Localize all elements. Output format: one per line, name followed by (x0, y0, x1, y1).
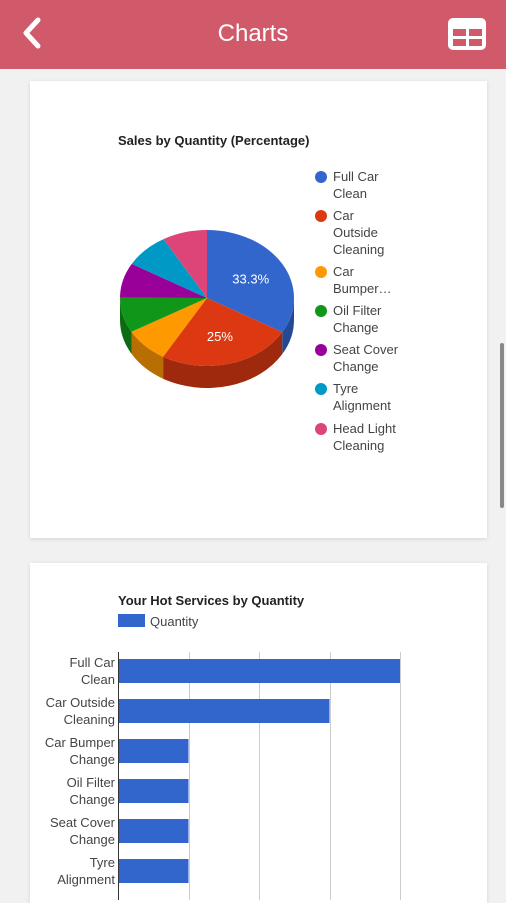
pie-slice[interactable] (120, 263, 207, 298)
pie-slice[interactable] (131, 239, 207, 298)
bar[interactable] (119, 859, 189, 883)
legend-label-line: Oil Filter (333, 303, 382, 318)
pie-slice[interactable] (120, 297, 207, 332)
scrollbar[interactable] (500, 343, 504, 508)
bar[interactable] (119, 739, 189, 763)
pie-slice-side (120, 298, 132, 354)
category-label: Car Outside (46, 695, 115, 710)
legend-dot-icon (315, 266, 327, 278)
pie-slice[interactable] (163, 298, 283, 366)
legend-label-line: Alignment (333, 398, 391, 413)
pie-slice-side (282, 298, 294, 355)
legend-label-line: Outside (333, 225, 378, 240)
app-bar: Charts (0, 0, 506, 69)
pie-slice[interactable] (207, 230, 294, 333)
pie-data-label: 25% (207, 329, 233, 344)
legend-dot-icon (315, 344, 327, 356)
legend-label: Car Outside Cleaning (333, 207, 413, 258)
legend-label-line: Full Car (333, 169, 379, 184)
bar-chart-title: Your Hot Services by Quantity (118, 593, 305, 608)
legend-dot-icon (315, 210, 327, 222)
legend-label-line: Cleaning (333, 242, 385, 257)
bar[interactable] (119, 819, 189, 843)
category-label: Change (69, 792, 115, 807)
chevron-left-icon (23, 17, 41, 49)
legend-label-line: Clean (333, 186, 367, 201)
bar[interactable] (119, 659, 400, 683)
legend-label: Oil Filter Change (333, 302, 413, 336)
pie-slice[interactable] (163, 230, 207, 298)
bar-legend-label: Quantity (150, 614, 199, 629)
page-title: Charts (217, 20, 289, 47)
legend-label-line: Tyre (333, 381, 359, 396)
legend-label: Tyre Alignment (333, 380, 413, 414)
legend-label-line: Change (333, 359, 379, 374)
bar[interactable] (119, 699, 330, 723)
category-label: Change (69, 752, 115, 767)
pie-data-label: 33.3% (232, 271, 269, 286)
legend-label-line: Cleaning (333, 438, 385, 453)
legend-label: Seat Cover Change (333, 341, 413, 375)
category-label: Car Bumper (45, 735, 116, 750)
category-label: Clean (81, 672, 115, 687)
legend-label: Full Car Clean (333, 168, 413, 202)
back-button[interactable] (14, 14, 54, 54)
pie-slice-side (163, 332, 283, 389)
table-view-button[interactable] (446, 16, 488, 52)
legend-dot-icon (315, 423, 327, 435)
legend-label: Head Light Cleaning (333, 420, 413, 454)
legend-label-line: Head Light (333, 421, 396, 436)
legend-label-line: Seat Cover (333, 342, 399, 357)
pie-chart-title: Sales by Quantity (Percentage) (118, 133, 310, 148)
pie-slice-side (131, 331, 164, 379)
category-label: Seat Cover (50, 815, 116, 830)
legend-dot-icon (315, 305, 327, 317)
category-label: Alignment (57, 872, 115, 887)
category-label: Oil Filter (67, 775, 116, 790)
category-label: Cleaning (64, 712, 115, 727)
pie-slice[interactable] (131, 298, 207, 357)
legend-label-line: Change (333, 320, 379, 335)
category-label: Tyre (90, 855, 115, 870)
legend-label-line: Car (333, 264, 354, 279)
category-label: Change (69, 832, 115, 847)
legend-dot-icon (315, 171, 327, 183)
legend-label-line: Car (333, 208, 354, 223)
category-label: Full Car (69, 655, 115, 670)
legend-label: Car Bumper… (333, 263, 413, 297)
bar[interactable] (119, 779, 189, 803)
legend-dot-icon (315, 383, 327, 395)
bar-chart-card (30, 563, 487, 903)
legend-label-line: Bumper… (333, 281, 392, 296)
table-icon (448, 18, 486, 50)
bar-legend-swatch (118, 614, 145, 627)
